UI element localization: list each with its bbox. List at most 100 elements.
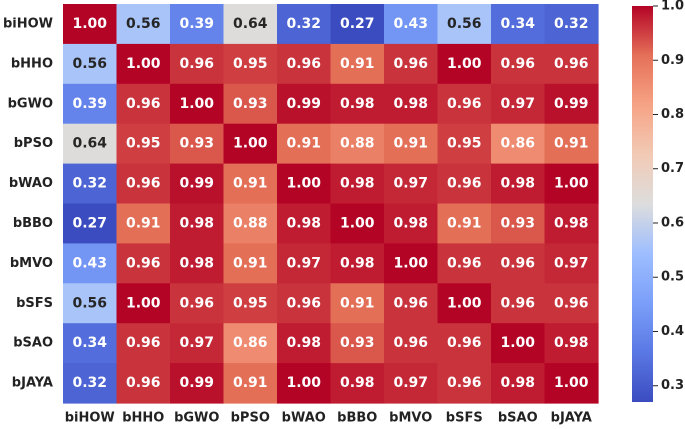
x-tick-label: bSAO [498,411,538,426]
heatmap-cell [277,163,332,205]
heatmap-cell [491,323,546,364]
y-tick-label: bWAO [9,176,53,191]
heatmap-cell-value: 1.00 [286,375,321,391]
heatmap-cell-value: 0.98 [554,215,589,231]
heatmap-cell-value: 0.91 [340,295,375,311]
heatmap-cell-value: 0.56 [72,56,107,72]
heatmap-cell [223,283,278,324]
heatmap-cell [170,243,225,284]
y-tick-label: bGWO [8,96,53,111]
heatmap-cell-value: 0.96 [126,176,161,192]
heatmap-cell-value: 0.34 [500,16,535,32]
heatmap-cell [277,283,332,324]
heatmap-cell [491,4,546,45]
heatmap-cell-value: 0.43 [393,16,428,32]
y-tick-label: bHHO [11,56,53,71]
heatmap-cell-value: 0.96 [393,335,428,351]
x-axis-tick-labels: biHOW bHHO bGWO bPSO bWAO bBBO bMVO bSFS bSAO bJA… [65,411,592,426]
heatmap-cell-value: 0.95 [233,295,268,311]
heatmap-cell [277,363,332,404]
heatmap-cell [63,163,118,205]
heatmap-cell [63,243,118,284]
heatmap-cell-value: 0.93 [340,335,375,351]
heatmap-cell-value: 0.96 [126,255,161,271]
heatmap-cell-value: 0.27 [340,16,375,32]
heatmap-cell [384,83,439,125]
heatmap-cell-value: 0.97 [393,375,428,391]
heatmap-cell-value: 0.96 [393,295,428,311]
heatmap-cell-value: 1.00 [286,176,321,192]
heatmap-cell [116,323,171,364]
heatmap-cell [437,163,492,205]
y-tick-label: bSFS [16,296,53,311]
x-tick-label: biHOW [65,411,115,426]
heatmap-cell-value: 0.56 [72,295,107,311]
heatmap-cell [116,243,171,284]
heatmap-cell-value: 0.39 [179,16,214,32]
heatmap-cell [491,363,546,404]
heatmap-cell-value: 0.93 [179,136,214,152]
heatmap-cell [116,4,171,45]
heatmap-cell [330,123,385,165]
heatmap-cell-value: 0.91 [340,56,375,72]
heatmap-cell [330,283,385,324]
heatmap-cell [170,203,225,244]
heatmap-cell-value: 1.00 [233,136,268,152]
heatmap-cell-value: 0.96 [286,56,321,72]
heatmap-cell-value: 0.32 [72,375,107,391]
heatmap-cell [116,283,171,324]
heatmap-cell-value: 0.96 [447,375,482,391]
heatmap-cell [330,243,385,284]
heatmap-cell-value: 0.98 [500,375,535,391]
heatmap-cell [491,203,546,244]
heatmap-cell-value: 0.96 [500,255,535,271]
y-tick-label: bBBO [13,216,53,231]
heatmap-cell [437,83,492,125]
heatmap-cell-value: 0.91 [393,136,428,152]
heatmap-cell [384,123,439,165]
heatmap-cell-value: 0.91 [233,255,268,271]
heatmap-cell [223,363,278,404]
heatmap-cell-value: 0.34 [72,335,107,351]
heatmap-cell-value: 0.97 [286,255,321,271]
heatmap-value-labels: 1.00 0.56 0.39 0.64 0.32 0.27 0.43 0.56 0.34 0.32… [72,16,588,391]
heatmap-cell [544,83,599,125]
heatmap-cell-value: 0.91 [233,375,268,391]
heatmap-cell-value: 0.86 [500,136,535,152]
heatmap-cell [170,83,225,125]
heatmap-cells [63,4,599,404]
heatmap-cell-value: 0.98 [286,335,321,351]
heatmap-cell-value: 0.98 [340,176,375,192]
y-tick-label: biHOW [3,16,53,31]
colorbar-tick-label: 1.0 [661,0,684,14]
heatmap-cell [63,283,118,324]
heatmap-cell-value: 0.98 [554,335,589,351]
heatmap-cell-value: 0.64 [72,136,107,152]
heatmap-cell [170,4,225,45]
heatmap-cell [491,83,546,125]
heatmap-cell-value: 0.96 [554,295,589,311]
heatmap-cell [330,363,385,404]
heatmap-cell [277,243,332,284]
heatmap-cell [277,123,332,165]
x-tick-label: bSFS [446,411,483,426]
heatmap-cell [223,123,278,165]
heatmap-cell-value: 0.93 [233,96,268,112]
colorbar-tick-label: 0.4 [661,324,684,339]
heatmap-cell [544,43,599,85]
heatmap-cell-value: 0.95 [126,136,161,152]
y-axis-tick-labels: biHOW bHHO bGWO bPSO bWAO bBBO bMVO bSFS bSAO bJA… [3,16,53,390]
heatmap-cell-value: 0.91 [554,136,589,152]
heatmap-cell-value: 1.00 [554,176,589,192]
heatmap-cell [384,4,439,45]
heatmap-cell [437,203,492,244]
heatmap-cell [544,163,599,205]
x-tick-label: bGWO [174,411,219,426]
heatmap-cell [384,43,439,85]
heatmap-cell [63,4,118,45]
heatmap-cell [223,163,278,205]
heatmap-cell-value: 0.88 [233,215,268,231]
heatmap-cell-value: 1.00 [554,375,589,391]
heatmap-cell [63,43,118,85]
